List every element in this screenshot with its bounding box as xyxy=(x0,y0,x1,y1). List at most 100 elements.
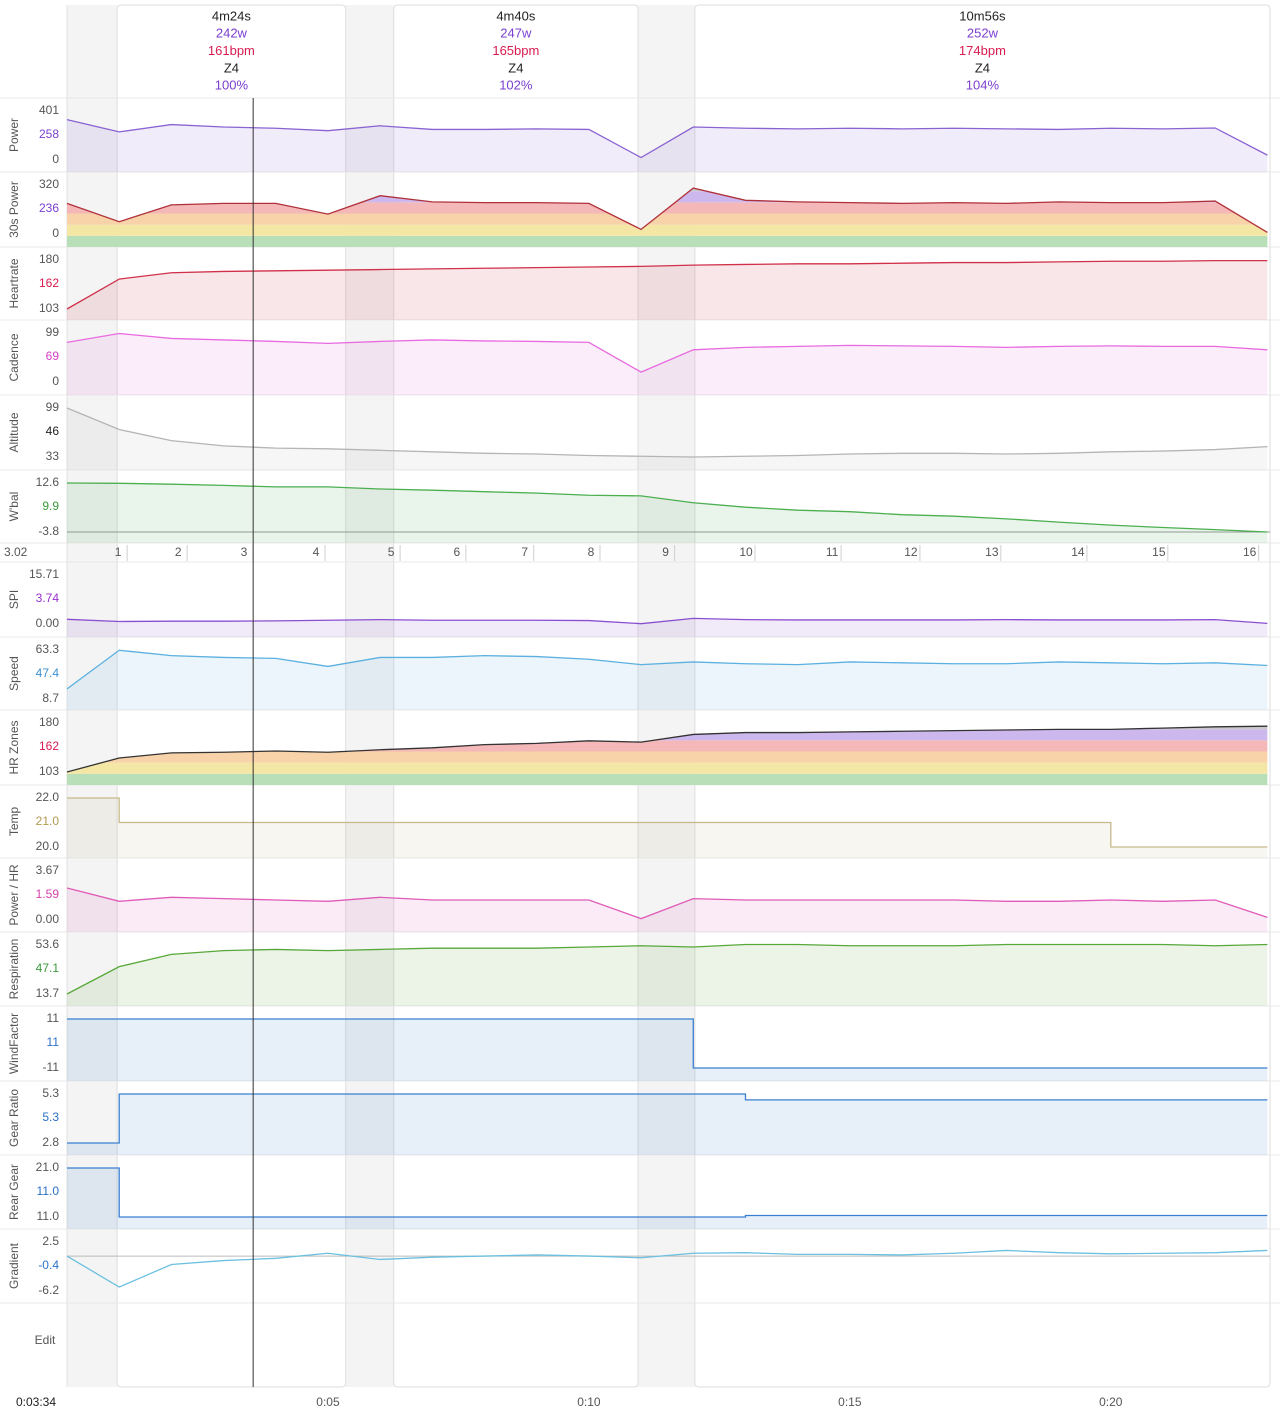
x-tick-label: 0:10 xyxy=(577,1395,601,1409)
cursor-value: 162 xyxy=(39,276,59,290)
cursor-value: 11 xyxy=(47,1035,60,1049)
y-tick-label: 2.8 xyxy=(42,1135,59,1149)
series-line xyxy=(67,1093,1268,1144)
series-line xyxy=(66,943,1268,995)
interval-heartrate: 174bpm xyxy=(959,43,1006,58)
cursor-value: 1.59 xyxy=(36,887,60,901)
series-line xyxy=(66,407,1268,458)
x-tick-label: 0:05 xyxy=(316,1395,340,1409)
y-tick-label: 99 xyxy=(46,400,60,414)
interval-heartrate: 165bpm xyxy=(492,43,539,58)
y-tick-label: -11 xyxy=(43,1060,60,1074)
interval-power: 242w xyxy=(216,26,248,41)
zone-band xyxy=(67,762,1268,774)
cursor-value: 47.4 xyxy=(36,666,60,680)
y-tick-label: 33 xyxy=(46,449,60,463)
interval-duration: 4m24s xyxy=(212,8,252,23)
series-line xyxy=(66,119,1268,159)
area-fill xyxy=(67,1168,1268,1229)
x-tick-label: 0:20 xyxy=(1099,1395,1123,1409)
interval-zone: Z4 xyxy=(975,60,990,75)
panel-label: Power / HR xyxy=(7,864,21,926)
y-tick-label: 22.0 xyxy=(36,790,60,804)
area-fill xyxy=(67,618,1268,637)
cursor-value: 9.9 xyxy=(42,499,59,513)
interval-duration: 4m40s xyxy=(496,8,536,23)
lap-label: 13 xyxy=(985,545,999,559)
lap-label: 3 xyxy=(241,545,248,559)
series-line xyxy=(66,725,1268,773)
y-tick-label: 21.0 xyxy=(36,1160,60,1174)
panel-label: 30s Power xyxy=(7,181,21,238)
area-fill xyxy=(67,260,1268,320)
panel-label: Power xyxy=(7,118,21,152)
lap-label: 6 xyxy=(454,545,461,559)
series-line xyxy=(66,649,1268,690)
lap-label: 9 xyxy=(662,545,669,559)
series-line xyxy=(67,797,1268,848)
area-fill xyxy=(67,887,1268,932)
area-fill xyxy=(67,408,1268,470)
y-tick-label: 0 xyxy=(52,152,59,166)
panel-label: Temp xyxy=(7,807,21,837)
area-fill xyxy=(67,1094,1268,1155)
series-line xyxy=(67,1018,1268,1069)
zone-band xyxy=(67,740,1268,752)
panel-label: W'bal xyxy=(7,492,21,522)
zone-band xyxy=(67,773,1268,785)
y-tick-label: 0.00 xyxy=(36,616,60,630)
panel-label: Altitude xyxy=(7,412,21,452)
cursor-value: -0.4 xyxy=(38,1258,59,1272)
area-fill xyxy=(67,119,1268,172)
series-line xyxy=(67,1167,1268,1218)
y-tick-label: 2.5 xyxy=(42,1234,59,1248)
panel-label: Gradient xyxy=(7,1242,21,1289)
interval-percent: 100% xyxy=(215,78,249,93)
interval-percent: 104% xyxy=(966,78,1000,93)
interval-box xyxy=(393,4,639,1388)
y-tick-label: 13.7 xyxy=(36,986,60,1000)
cursor-value: 3.74 xyxy=(36,591,60,605)
y-tick-label: 0.00 xyxy=(36,912,60,926)
panel-label: Respiration xyxy=(7,939,21,1000)
cursor-value: 46 xyxy=(46,424,60,438)
zone-band xyxy=(67,224,1268,236)
zone-band xyxy=(67,235,1268,247)
y-tick-label: 320 xyxy=(39,177,59,191)
y-tick-label: 103 xyxy=(39,764,59,778)
lap-label: 14 xyxy=(1071,545,1085,559)
lap-label: 11 xyxy=(826,545,839,559)
cursor-value: 162 xyxy=(39,739,59,753)
y-tick-label: 180 xyxy=(39,715,59,729)
cursor-value: 5.3 xyxy=(42,1110,59,1124)
interval-box xyxy=(116,4,347,1388)
lap-label: 5 xyxy=(388,545,395,559)
lap-label: 16 xyxy=(1243,545,1257,559)
interval-duration: 10m56s xyxy=(959,8,1006,23)
cursor-value: 258 xyxy=(39,127,59,141)
y-tick-label: -6.2 xyxy=(38,1283,59,1297)
interval-power: 247w xyxy=(500,26,532,41)
interval-box xyxy=(694,4,1271,1388)
y-tick-label: 53.6 xyxy=(36,937,60,951)
series-line xyxy=(66,887,1268,920)
zone-band xyxy=(67,751,1268,763)
y-tick-label: 15.71 xyxy=(29,567,59,581)
y-tick-label: 11.0 xyxy=(37,1209,60,1223)
area-fill xyxy=(67,798,1268,858)
y-tick-label: 63.3 xyxy=(36,642,60,656)
lap-label: 15 xyxy=(1152,545,1166,559)
lap-label: 4 xyxy=(313,545,320,559)
y-tick-label: 103 xyxy=(39,301,59,315)
y-tick-label: 99 xyxy=(46,325,60,339)
cursor-value: 11.0 xyxy=(37,1184,60,1198)
cursor-time: 0:03:34 xyxy=(16,1395,56,1409)
lap-label: 12 xyxy=(904,545,918,559)
area-fill xyxy=(67,1019,1268,1081)
edit-label[interactable]: Edit xyxy=(35,1333,56,1347)
zone-band xyxy=(67,213,1268,225)
area-fill xyxy=(67,650,1268,710)
panel-label: Gear Ratio xyxy=(7,1089,21,1147)
series-line xyxy=(66,259,1268,310)
series-line xyxy=(66,332,1268,373)
